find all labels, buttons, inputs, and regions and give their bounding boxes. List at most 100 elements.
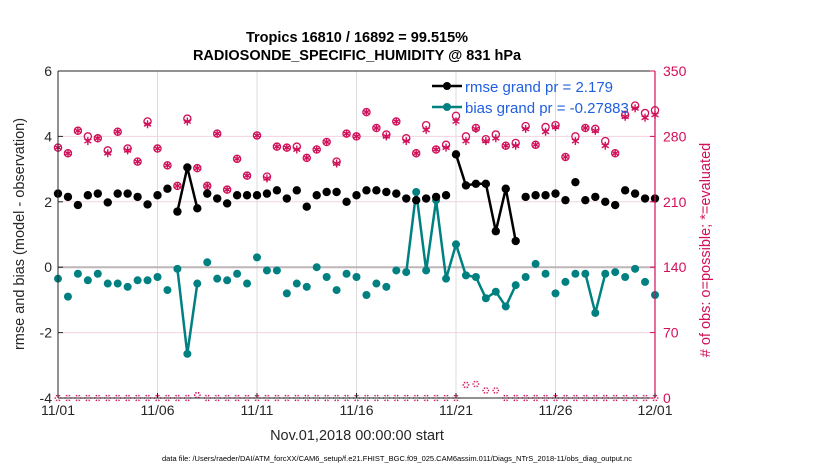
obs-evaluated-point [491,134,500,143]
bias-point [302,282,311,291]
rmse-point [431,192,441,202]
chart-title-line-1: Tropics 16810 / 16892 = 99.515% [246,30,468,46]
rmse-point [471,179,481,189]
rmse-point [362,186,371,195]
rmse-point [222,199,232,208]
obs-evaluated-point [412,149,421,158]
obs-evaluated-point [183,117,192,126]
obs-evaluated-point [302,153,311,162]
obs-evaluated-point [133,157,142,166]
obs-count-star [462,380,470,389]
bias-line-segment [584,273,607,315]
rmse-point [163,184,172,193]
rmse-point [193,204,202,213]
obs-evaluated-point [93,134,102,143]
rmse-point [262,189,272,198]
obs-evaluated-point [103,149,112,158]
bias-point [123,282,132,291]
bias-point [193,279,202,288]
y-tick-label: -2 [40,325,53,341]
rmse-point [173,207,182,216]
rmse-point [382,187,391,197]
obs-evaluated-point [64,149,72,158]
bias-point [322,273,331,282]
obs-evaluated-point [193,164,202,173]
y-right-tick-label: 70 [663,325,679,341]
obs-evaluated-point [292,145,301,154]
bias-point [342,269,351,278]
bias-point [471,273,480,282]
rmse-point [412,195,421,205]
rmse-point [63,192,73,202]
obs-evaluated-point [621,112,629,121]
bias-point [631,264,640,273]
bias-point [173,264,182,273]
obs-evaluated-point [342,129,351,138]
rmse-point [640,194,650,203]
obs-evaluated-point [243,171,251,180]
legend-bias-marker [443,103,451,111]
bias-point [272,266,281,275]
bias-point [292,279,301,288]
bias-point [611,268,620,277]
bias-point [153,273,162,282]
bias-point [641,277,650,286]
obs-evaluated-point [501,141,510,150]
rmse-point [133,192,142,202]
x-tick-label: 11/06 [141,402,175,418]
rmse-point [421,194,431,203]
legend-rmse-marker [443,82,451,90]
obs-evaluated-point [273,142,281,151]
y-tick-label: 2 [44,194,52,210]
obs-count-star [491,386,500,395]
obs-evaluated-point [163,161,172,170]
y-right-tick-label: 280 [663,128,687,144]
bias-point [541,269,550,278]
bias-point [133,276,142,285]
obs-evaluated-point [372,123,381,132]
bias-point [143,276,152,285]
rmse-point [282,194,292,203]
bias-point [63,292,72,301]
bias-point [163,286,172,295]
grid [58,71,655,398]
obs-evaluated-point [223,185,231,194]
bias-point [461,271,470,280]
obs-evaluated-point [641,113,649,122]
rmse-point [73,200,83,210]
obs-evaluated-point [332,159,341,168]
obs-evaluated-point [591,126,600,135]
bias-point [93,269,102,278]
legend-bias-label: bias grand pr = -0.27883 [465,100,629,117]
bias-point [362,290,371,299]
bias-point [442,274,451,283]
bias-point [491,287,500,296]
obs-evaluated-point [233,154,241,163]
rmse-point [242,191,252,200]
y-right-tick-label: 0 [663,390,671,406]
bias-point [203,258,212,267]
rmse-point [203,189,212,198]
obs-evaluated-point [611,149,620,158]
x-axis-label: Nov.01,2018 00:00:00 start [270,428,444,444]
bias-point [481,294,490,303]
bias-point [561,277,570,286]
obs-evaluated-point [74,126,82,135]
bias-point [571,269,580,278]
bias-point [412,187,421,196]
legend: rmse grand pr = 2.179 bias grand pr = -0… [432,79,629,117]
rmse-point [491,227,500,236]
rmse-point [571,177,580,187]
x-tick-label: 11/01 [41,402,75,418]
bias-point [282,289,291,298]
rmse-point [441,191,451,200]
bias-point [511,281,520,290]
rmse-point [620,186,630,195]
rmse-point [153,191,162,200]
obs-evaluated-point [521,124,530,133]
y-tick-label: -4 [40,390,53,406]
rmse-point [232,191,242,200]
rmse-point [501,184,510,193]
rmse-point [183,163,192,172]
y-axis-label: rmse and bias (model - observation) [12,118,28,350]
